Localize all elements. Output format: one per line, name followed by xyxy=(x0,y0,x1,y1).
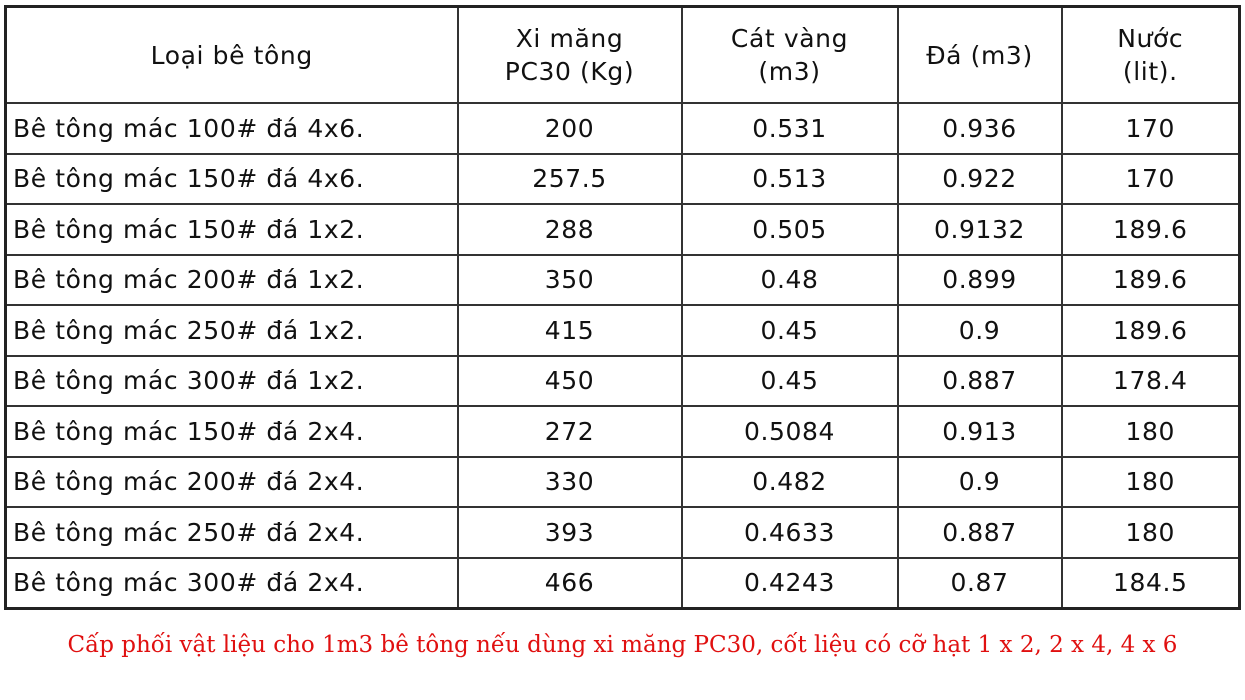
cell-stone: 0.9 xyxy=(896,455,1063,508)
cell-cement: 200 xyxy=(456,102,683,155)
table-row: Bê tông mác 150# đá 1x2. 288 0.505 0.9132 18… xyxy=(4,203,1241,256)
cell-sand: 0.505 xyxy=(680,203,899,256)
cell-concrete-type: Bê tông mác 300# đá 1x2. xyxy=(4,354,459,407)
cell-stone: 0.9 xyxy=(896,304,1063,357)
header-sand-line1: Cát vàng xyxy=(730,24,849,53)
header-sand: Cát vàng (m3) xyxy=(680,5,899,104)
cell-sand: 0.531 xyxy=(680,102,899,155)
header-concrete-type: Loại bê tông xyxy=(4,5,459,104)
header-concrete-type-line1: Loại bê tông xyxy=(150,40,313,70)
cell-sand: 0.45 xyxy=(680,354,899,407)
cell-stone: 0.899 xyxy=(896,253,1063,306)
cell-cement: 415 xyxy=(456,304,683,357)
cell-water: 189.6 xyxy=(1060,304,1241,357)
table-row: Bê tông mác 100# đá 4x6. 200 0.531 0.936 170 xyxy=(4,102,1241,155)
cell-water: 180 xyxy=(1060,455,1241,508)
table-row: Bê tông mác 300# đá 2x4. 466 0.4243 0.87 184… xyxy=(4,556,1241,610)
cell-cement: 350 xyxy=(456,253,683,306)
table-body: Bê tông mác 100# đá 4x6. 200 0.531 0.936 170… xyxy=(4,102,1241,610)
cell-water: 170 xyxy=(1060,102,1241,155)
cell-water: 170 xyxy=(1060,152,1241,205)
cell-stone: 0.887 xyxy=(896,506,1063,559)
cell-water: 178.4 xyxy=(1060,354,1241,407)
cell-sand: 0.4243 xyxy=(680,556,899,610)
cell-stone: 0.87 xyxy=(896,556,1063,610)
cell-cement: 288 xyxy=(456,203,683,256)
cell-cement: 393 xyxy=(456,506,683,559)
table-row: Bê tông mác 250# đá 1x2. 415 0.45 0.9 189.6 xyxy=(4,304,1241,357)
header-cement: Xi măng PC30 (Kg) xyxy=(456,5,683,104)
table-row: Bê tông mác 150# đá 4x6. 257.5 0.513 0.922 1… xyxy=(4,152,1241,205)
cell-concrete-type: Bê tông mác 200# đá 2x4. xyxy=(4,455,459,508)
table-row: Bê tông mác 200# đá 1x2. 350 0.48 0.899 189.… xyxy=(4,253,1241,306)
cell-stone: 0.913 xyxy=(896,405,1063,458)
table-row: Bê tông mác 300# đá 1x2. 450 0.45 0.887 178.… xyxy=(4,354,1241,407)
cell-water: 180 xyxy=(1060,405,1241,458)
cell-sand: 0.5084 xyxy=(680,405,899,458)
cell-water: 189.6 xyxy=(1060,253,1241,306)
concrete-mix-table: Loại bê tông Xi măng PC30 (Kg) Cát vàng … xyxy=(4,5,1241,610)
cell-cement: 450 xyxy=(456,354,683,407)
cell-water: 189.6 xyxy=(1060,203,1241,256)
cell-stone: 0.922 xyxy=(896,152,1063,205)
cell-stone: 0.9132 xyxy=(896,203,1063,256)
cell-concrete-type: Bê tông mác 150# đá 1x2. xyxy=(4,203,459,256)
mix-table-container: Loại bê tông Xi măng PC30 (Kg) Cát vàng … xyxy=(4,5,1241,610)
cell-cement: 330 xyxy=(456,455,683,508)
table-caption: Cấp phối vật liệu cho 1m3 bê tông nếu dù… xyxy=(67,632,1178,658)
cell-concrete-type: Bê tông mác 200# đá 1x2. xyxy=(4,253,459,306)
cell-stone: 0.887 xyxy=(896,354,1063,407)
cell-sand: 0.513 xyxy=(680,152,899,205)
cell-sand: 0.48 xyxy=(680,253,899,306)
cell-water: 180 xyxy=(1060,506,1241,559)
header-stone-line1: Đá (m3) xyxy=(926,40,1033,70)
header-water-line2: (lit). xyxy=(1122,57,1178,86)
cell-cement: 272 xyxy=(456,405,683,458)
cell-concrete-type: Bê tông mác 150# đá 2x4. xyxy=(4,405,459,458)
cell-concrete-type: Bê tông mác 250# đá 1x2. xyxy=(4,304,459,357)
header-cement-line1: Xi măng xyxy=(515,24,624,53)
header-cement-line2: PC30 (Kg) xyxy=(504,57,635,86)
header-sand-line2: (m3) xyxy=(758,57,821,86)
cell-concrete-type: Bê tông mác 100# đá 4x6. xyxy=(4,102,459,155)
cell-cement: 466 xyxy=(456,556,683,610)
cell-sand: 0.45 xyxy=(680,304,899,357)
cell-sand: 0.482 xyxy=(680,455,899,508)
cell-cement: 257.5 xyxy=(456,152,683,205)
header-stone: Đá (m3) xyxy=(896,5,1063,104)
cell-sand: 0.4633 xyxy=(680,506,899,559)
table-row: Bê tông mác 200# đá 2x4. 330 0.482 0.9 180 xyxy=(4,455,1241,508)
header-water: Nước (lit). xyxy=(1060,5,1241,104)
table-row: Bê tông mác 250# đá 2x4. 393 0.4633 0.887 18… xyxy=(4,506,1241,559)
header-row: Loại bê tông Xi măng PC30 (Kg) Cát vàng … xyxy=(4,5,1241,104)
cell-water: 184.5 xyxy=(1060,556,1241,610)
table-row: Bê tông mác 150# đá 2x4. 272 0.5084 0.913 18… xyxy=(4,405,1241,458)
cell-concrete-type: Bê tông mác 150# đá 4x6. xyxy=(4,152,459,205)
cell-concrete-type: Bê tông mác 300# đá 2x4. xyxy=(4,556,459,610)
cell-stone: 0.936 xyxy=(896,102,1063,155)
cell-concrete-type: Bê tông mác 250# đá 2x4. xyxy=(4,506,459,559)
header-water-line1: Nước xyxy=(1117,24,1184,53)
